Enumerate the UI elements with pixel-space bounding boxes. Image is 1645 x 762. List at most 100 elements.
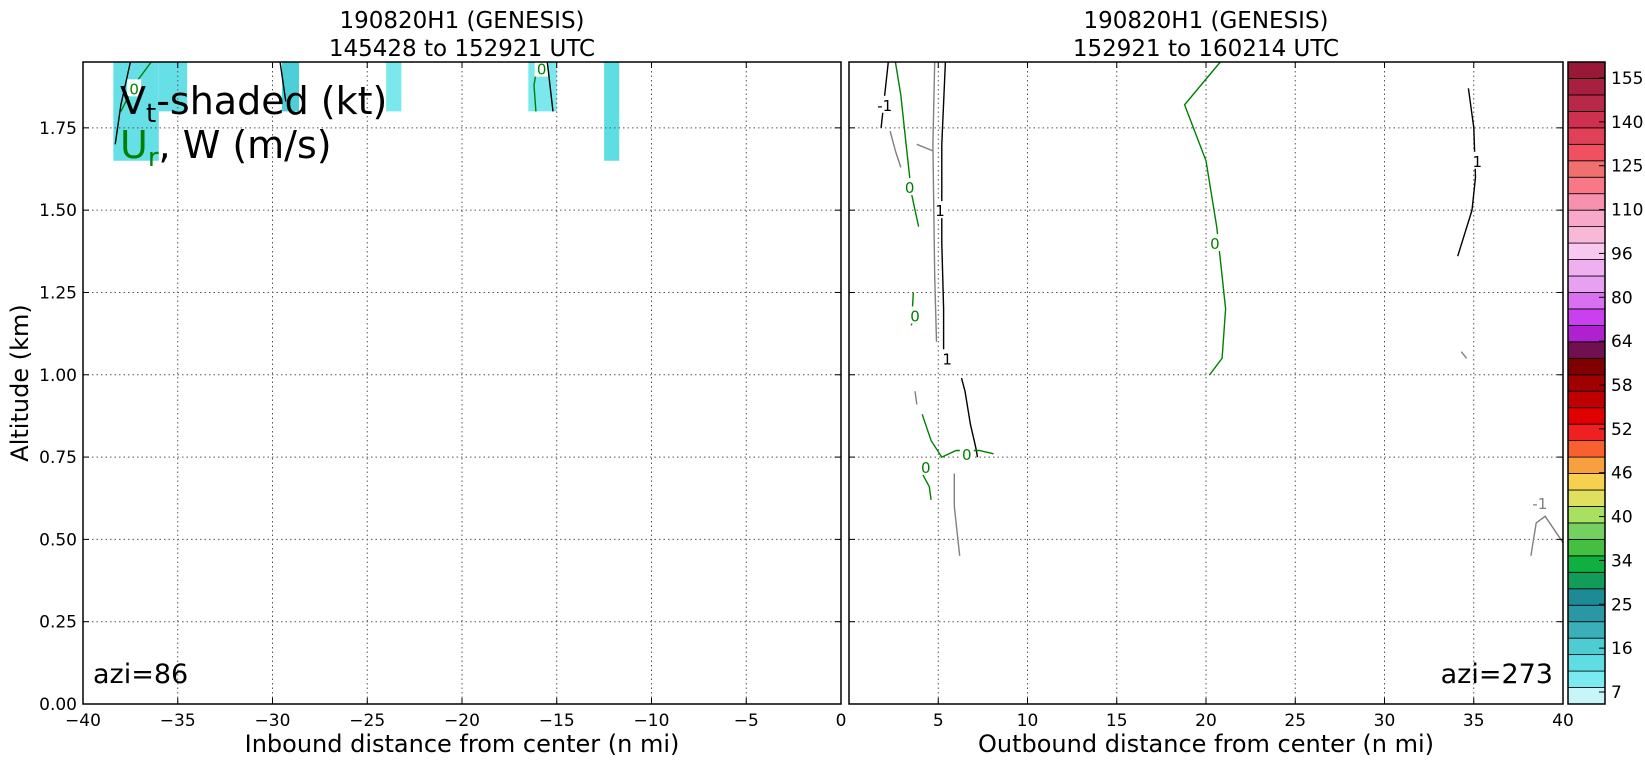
- right-contour-label-bg-13: [1207, 234, 1222, 252]
- right-contour-0: [941, 61, 947, 359]
- right-contour-label-2: -1: [877, 97, 892, 115]
- left-x-tick-label-8: 0: [836, 711, 847, 731]
- right-x-axis-label: Outbound distance from center (n mi): [978, 730, 1434, 758]
- left-panel: 190820H1 (GENESIS) 145428 to 152921 UTC …: [6, 8, 846, 758]
- colorbar-tick-label-2: 25: [1611, 595, 1633, 615]
- colorbar-segment-1: [1567, 670, 1606, 688]
- right-title-line1: 190820H1 (GENESIS): [1083, 8, 1328, 34]
- left-x-tick-label-2: −30: [255, 711, 291, 731]
- left-x-tick-label-1: −35: [160, 711, 196, 731]
- colorbar-segment-6: [1567, 588, 1606, 606]
- right-contour-label-bg-15: [918, 457, 933, 475]
- colorbar-tick-label-10: 96: [1611, 244, 1633, 264]
- right-contour-label-bg-11: [902, 178, 917, 196]
- colorbar-segment-28: [1567, 226, 1606, 244]
- right-contour-10: [1460, 351, 1468, 359]
- colorbar-segment-9: [1567, 538, 1606, 557]
- left-title-line2: 145428 to 152921 UTC: [329, 36, 595, 62]
- left-x-tick-label-6: −10: [634, 711, 670, 731]
- right-contour-7: [953, 473, 961, 556]
- colorbar-segment-21: [1567, 341, 1606, 359]
- colorbar-tick-label-8: 64: [1611, 332, 1633, 352]
- right-contour-label-9: -1: [1532, 495, 1547, 513]
- colorbar-tick-label-12: 125: [1611, 157, 1643, 177]
- left-ticks: −40 −35 −30 −25 −20 −15 −10 −5 0 0.00 0.25 0.50 0.75…: [39, 62, 846, 731]
- legend: Vt-shaded (kt) Ur, W (m/s): [120, 79, 387, 173]
- colorbar-segment-13: [1567, 473, 1606, 491]
- colorbar-segment-8: [1567, 555, 1606, 573]
- left-contour-4: [546, 61, 554, 112]
- right-contours: 1 1 -1 1 -1 0 0 0 0 0: [877, 61, 1564, 556]
- right-x-tick-label-1: 5: [933, 711, 944, 731]
- right-contour-label-bg-1: [940, 349, 955, 367]
- left-shaded-cell-2: [281, 62, 300, 112]
- colorbar-frame: [1567, 61, 1606, 705]
- right-contour-label-bg-2: [877, 95, 892, 113]
- colorbar-tick-label-11: 110: [1611, 201, 1643, 221]
- right-x-tick-label-4: 20: [1195, 711, 1217, 731]
- right-contour-15: [919, 469, 932, 500]
- colorbar-segment-18: [1567, 390, 1606, 409]
- colorbar-segment-27: [1567, 242, 1606, 260]
- colorbar-tick-label-5: 46: [1611, 464, 1633, 484]
- left-x-axis-label: Inbound distance from center (n mi): [245, 730, 680, 758]
- colorbar-tick-label-4: 40: [1611, 508, 1633, 528]
- colorbar-segment-4: [1567, 621, 1606, 639]
- right-contour-label-0: 1: [935, 202, 945, 220]
- left-y-tick-label-4: 1.00: [39, 366, 77, 386]
- right-x-tick-label-6: 30: [1374, 711, 1396, 731]
- left-contour-label-3: 0: [537, 61, 547, 79]
- legend-line1: Vt-shaded (kt): [120, 79, 387, 129]
- colorbar: 7 16 25 34 40 46 52 58 64 80 96 110 125 140 155: [1567, 61, 1643, 705]
- left-x-tick-label-3: −25: [349, 711, 385, 731]
- right-contour-4: [889, 130, 902, 168]
- right-contour-label-bg-12: [908, 306, 923, 324]
- colorbar-segment-12: [1567, 489, 1606, 507]
- colorbar-segment-30: [1567, 193, 1606, 211]
- left-shaded-cell-1: [158, 62, 188, 112]
- colorbar-segment-7: [1567, 571, 1606, 590]
- right-contour-8: [914, 391, 918, 405]
- colorbar-segment-10: [1567, 522, 1606, 540]
- right-contour-label-12: 0: [910, 308, 920, 326]
- colorbar-segment-35: [1567, 110, 1606, 129]
- colorbar-segment-5: [1567, 604, 1606, 623]
- left-y-axis-label: Altitude (km): [6, 304, 34, 461]
- right-grid: [849, 62, 1563, 704]
- right-contour-label-15: 0: [921, 459, 931, 477]
- colorbar-segment-19: [1567, 374, 1606, 392]
- right-contour-9: [1530, 515, 1564, 556]
- left-x-tick-label-5: −15: [539, 711, 575, 731]
- right-x-tick-label-5: 25: [1284, 711, 1306, 731]
- right-contour-label-bg-9: [1532, 494, 1547, 512]
- right-x-tick-label-8: 40: [1552, 711, 1574, 731]
- colorbar-segment-32: [1567, 160, 1606, 178]
- colorbar-segment-22: [1567, 324, 1606, 343]
- right-contour-label-11: 0: [905, 179, 915, 197]
- right-x-tick-label-7: 35: [1463, 711, 1485, 731]
- colorbar-segment-38: [1567, 61, 1606, 79]
- colorbar-segment-11: [1567, 506, 1606, 524]
- right-contour-11: [894, 61, 920, 227]
- right-contour-3: [1457, 88, 1477, 257]
- right-contour-label-1: 1: [942, 350, 952, 368]
- right-contour-5: [932, 61, 938, 342]
- right-contour-14: [921, 414, 994, 458]
- right-ticks: 5 10 15 20 25 30 35 40: [848, 62, 1574, 731]
- colorbar-tick-label-9: 80: [1611, 288, 1633, 308]
- colorbar-segment-0: [1567, 687, 1606, 705]
- right-contour-label-bg-14: [959, 444, 974, 462]
- left-contour-2: [279, 61, 287, 102]
- colorbar-segment-34: [1567, 127, 1606, 145]
- left-contours: 00: [114, 59, 554, 145]
- colorbar-segment-17: [1567, 407, 1606, 425]
- left-grid: [83, 62, 841, 704]
- left-y-tick-label-1: 0.25: [39, 613, 77, 633]
- colorbar-tick-label-3: 34: [1611, 551, 1633, 571]
- left-x-tick-label-7: −5: [734, 711, 759, 731]
- right-x-tick-label-3: 15: [1106, 711, 1128, 731]
- legend-line2: Ur, W (m/s): [120, 123, 332, 173]
- left-azimuth-label: azi=86: [93, 659, 188, 690]
- left-y-tick-label-2: 0.50: [39, 530, 77, 550]
- colorbar-segment-37: [1567, 78, 1606, 96]
